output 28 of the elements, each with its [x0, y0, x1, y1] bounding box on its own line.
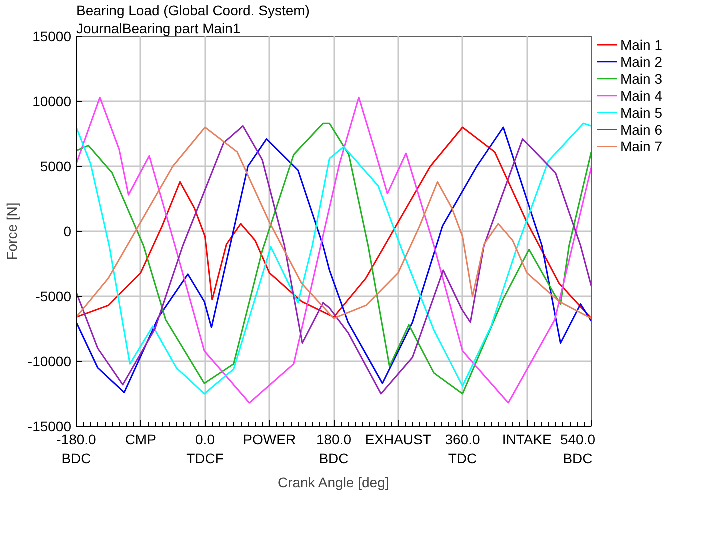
x-tick-label: 180.0 BDC [316, 432, 352, 467]
y-tick-label: -5000 [36, 288, 72, 304]
x-tick-label: EXHAUST [365, 432, 432, 448]
y-tick-label: 10000 [32, 94, 72, 110]
y-tick-label: -10000 [28, 354, 72, 370]
x-axis-title: Crank Angle [deg] [278, 474, 390, 491]
y-tick-label: -15000 [28, 418, 72, 434]
y-tick-label: 15000 [32, 28, 72, 44]
x-tick-label: 540.0 BDC [560, 432, 596, 467]
x-tick-label: 0.0 TDCF [186, 432, 224, 467]
chart-subtitle: JournalBearing part Main1 [76, 20, 241, 36]
y-axis-title: Force [N] [4, 202, 20, 260]
x-tick-label: INTAKE [502, 432, 552, 448]
line-series [76, 126, 592, 320]
legend-label: Main 1 [620, 36, 663, 53]
x-tick-label: -180.0 BDC [56, 432, 97, 467]
legend-label: Main 3 [620, 70, 663, 87]
legend-label: Main 4 [620, 88, 663, 104]
y-tick-label: 0 [64, 224, 72, 240]
y-tick-label: 5000 [40, 158, 72, 174]
legend-label: Main 2 [620, 54, 663, 70]
x-tick-label: POWER [243, 432, 296, 448]
x-tick-label: CMP [125, 432, 156, 448]
chart-title: Bearing Load (Global Coord. System) [76, 2, 310, 18]
x-tick-label: 360.0 TDC [445, 432, 480, 467]
legend-label: Main 7 [620, 138, 663, 155]
legend-label: Main 5 [620, 104, 663, 121]
legend-label: Main 6 [620, 122, 663, 138]
